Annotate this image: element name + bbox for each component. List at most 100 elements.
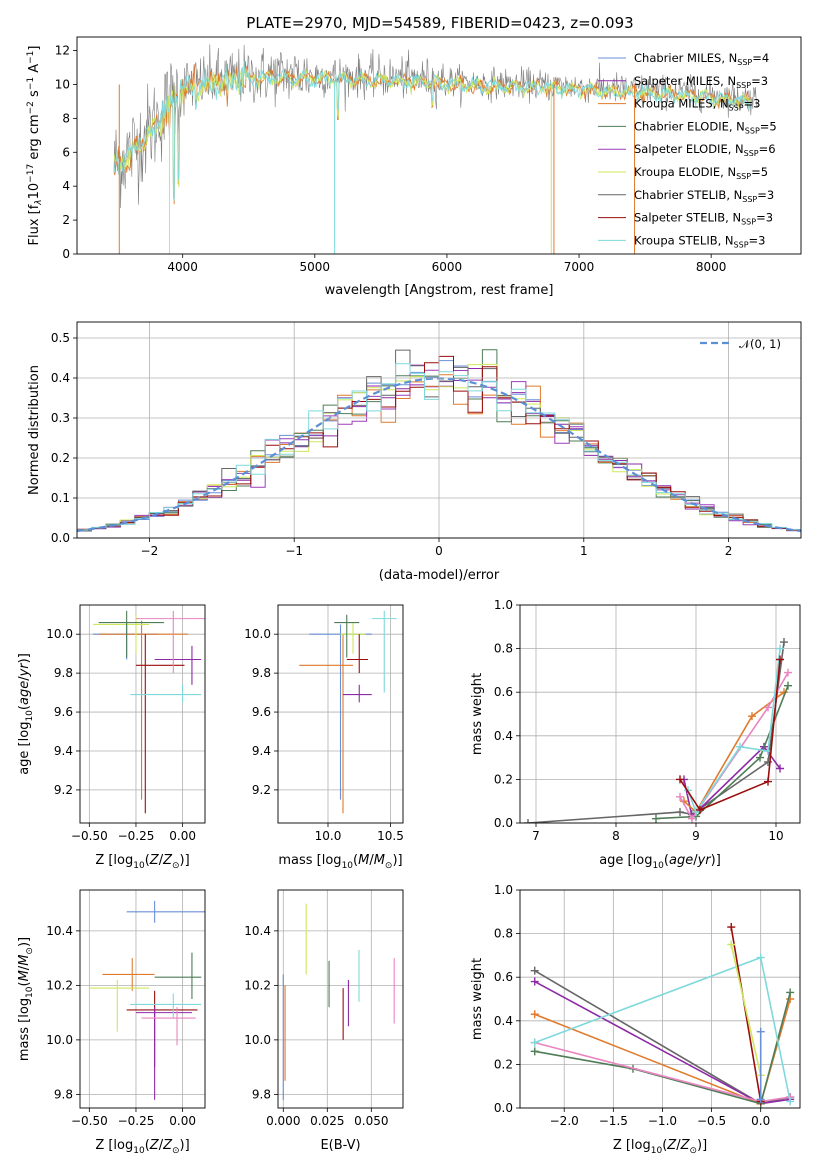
y-tick-label: 0.1 xyxy=(51,491,70,505)
axes-frame xyxy=(277,604,404,824)
legend-label: Chabrier MILES, NSSP=4 xyxy=(634,51,769,67)
mass-vs-ebv-panel: 0.000 0.025 0.050 9.8 10.0 10.2 10.4 E(B-V) xyxy=(244,889,404,1153)
age-vs-metallicity-panel: −0.50 −0.25 0.00 9.2 9.4 9.6 9.8 10.0 Z [log10(Z… xyxy=(17,604,206,871)
x-axis-label: age [log10(age/yr)] xyxy=(599,853,721,871)
y-tick-label: 0.2 xyxy=(494,1057,513,1071)
data-point-marker xyxy=(764,777,772,786)
y-tick-label: 9.8 xyxy=(54,666,73,680)
y-tick-label: 6 xyxy=(62,145,70,159)
axis-label: Z [log10(Z/Z⊙)] xyxy=(95,1138,189,1156)
axis-label: mass [log10(M/M⊙)] xyxy=(278,853,402,871)
x-tick-label: −0.50 xyxy=(71,829,108,843)
data-point-marker xyxy=(756,1095,765,1104)
y-tick-label: 0.4 xyxy=(51,371,70,385)
data-point-marker xyxy=(776,644,784,653)
axes-frame xyxy=(76,36,802,255)
legend-label: Kroupa MILES, NSSP=3 xyxy=(634,97,760,113)
data-point-marker xyxy=(748,712,756,721)
x-tick-label: 1 xyxy=(580,544,588,558)
y-tick-label: 9.2 xyxy=(252,783,271,797)
mass-weight-line xyxy=(730,944,762,1076)
y-axis-label: Normed distribution xyxy=(27,365,42,495)
y-tick-label: 0 xyxy=(62,247,70,261)
x-axis-label: (data-model)/error xyxy=(379,568,500,583)
x-tick-label: −2 xyxy=(141,544,159,558)
y-tick-label: 10 xyxy=(55,77,70,91)
mass-weight-line xyxy=(683,745,781,819)
y-tick-label: 0.5 xyxy=(51,331,70,345)
x-tick-label: 4000 xyxy=(167,260,198,274)
y-tick-label: 1.0 xyxy=(494,883,513,897)
x-tick-label: 0 xyxy=(435,544,443,558)
axes-frame xyxy=(76,321,802,539)
y-tick-label: 1.0 xyxy=(494,598,513,612)
x-tick-label: −0.50 xyxy=(71,1114,108,1128)
y-tick-label: 9.6 xyxy=(252,705,271,719)
y-tick-label: 0.6 xyxy=(494,970,513,984)
x-tick-label: 2 xyxy=(725,544,733,558)
x-tick-label: 0.0 xyxy=(751,1114,770,1128)
data-point-marker xyxy=(530,1010,539,1019)
residual-histogram-panel: −2 −1 0 1 2 0.0 0.1 0.2 0.3 0.4 0.5 𝒩(0, 1) (data-mo… xyxy=(27,321,802,583)
y-axis-label: age [log10(age/yr)] xyxy=(17,653,35,775)
y-tick-label: 0.0 xyxy=(494,816,513,830)
x-tick-label: −1 xyxy=(285,544,303,558)
y-tick-label: 0.8 xyxy=(494,927,513,941)
y-tick-label: 10.0 xyxy=(46,1033,73,1047)
x-tick-label: −2.0 xyxy=(550,1114,579,1128)
data-point-marker xyxy=(764,703,772,712)
y-tick-label: 10.0 xyxy=(244,1033,271,1047)
data-point-marker xyxy=(676,775,684,784)
y-tick-label: 9.8 xyxy=(54,1087,73,1101)
data-point-marker xyxy=(676,808,684,817)
age-vs-mass-panel: 10.0 10.5 9.2 9.4 9.6 9.8 10.0 mass [log10(M/M⊙… xyxy=(244,604,404,871)
figure-title: PLATE=2970, MJD=54589, FIBERID=0423, z=0… xyxy=(246,14,633,32)
x-tick-label: −0.25 xyxy=(118,829,155,843)
y-tick-label: 10.4 xyxy=(46,924,73,938)
y-tick-label: 0.2 xyxy=(51,451,70,465)
axes-frame xyxy=(519,889,801,1109)
legend-label: Chabrier ELODIE, NSSP=5 xyxy=(634,119,777,135)
model-spectrum-line xyxy=(113,65,751,192)
data-point-marker xyxy=(530,977,539,986)
data-point-marker xyxy=(530,1047,539,1056)
axes-frame xyxy=(79,604,206,824)
y-tick-label: 10.2 xyxy=(46,978,73,992)
y-tick-label: 4 xyxy=(62,179,70,193)
x-tick-label: 0.050 xyxy=(354,1114,388,1128)
data-point-marker xyxy=(727,923,736,932)
data-point-marker xyxy=(776,655,784,664)
x-tick-label: 8 xyxy=(612,829,620,843)
legend-label: Kroupa ELODIE, NSSP=5 xyxy=(634,165,768,181)
x-tick-label: 0.025 xyxy=(310,1114,344,1128)
axes-frame xyxy=(519,604,801,824)
model-spectrum-line xyxy=(113,60,751,201)
data-point-marker xyxy=(784,668,792,677)
x-tick-label: 10 xyxy=(768,829,783,843)
x-tick-label: 8000 xyxy=(696,260,727,274)
x-tick-label: 6000 xyxy=(432,260,463,274)
y-axis-label: mass weight xyxy=(470,673,485,755)
axis-label: Z [log10(Z/Z⊙)] xyxy=(95,853,189,871)
data-point-marker xyxy=(780,638,788,647)
x-tick-label: 10.5 xyxy=(377,829,404,843)
data-point-marker xyxy=(696,805,704,814)
y-tick-label: 0.4 xyxy=(494,1014,513,1028)
y-tick-label: 9.6 xyxy=(54,705,73,719)
mass-weight-line xyxy=(679,672,789,821)
legend-label: Salpeter ELODIE, NSSP=6 xyxy=(634,142,776,158)
y-tick-label: 10.0 xyxy=(244,627,271,641)
data-point-marker xyxy=(784,681,792,690)
mass-weight-line xyxy=(679,659,781,811)
y-tick-label: 8 xyxy=(62,111,70,125)
y-tick-label: 0.2 xyxy=(494,772,513,786)
x-tick-label: 10.0 xyxy=(315,829,342,843)
y-tick-label: 9.8 xyxy=(252,666,271,680)
x-tick-label: −1.0 xyxy=(648,1114,677,1128)
y-tick-label: 2 xyxy=(62,213,70,227)
x-tick-label: −0.25 xyxy=(118,1114,155,1128)
axes-frame xyxy=(79,889,206,1109)
x-axis-label: E(B-V) xyxy=(320,1138,360,1153)
spectrum-legend: Chabrier MILES, NSSP=4 Salpeter MILES, NS… xyxy=(598,51,777,249)
